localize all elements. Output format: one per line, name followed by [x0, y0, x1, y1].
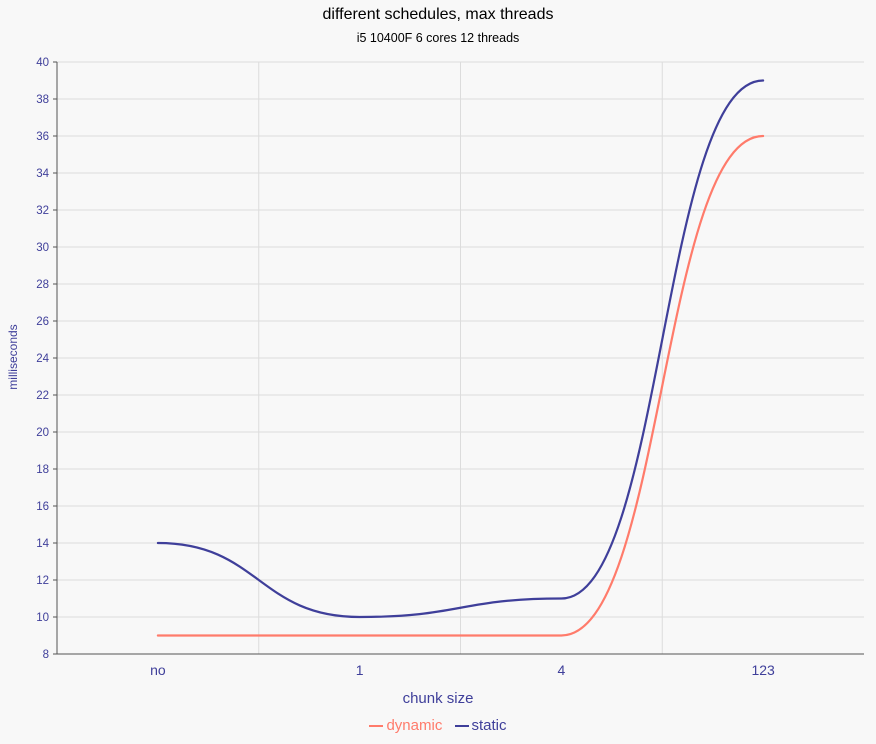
y-tick-label: 36	[36, 131, 49, 143]
y-tick-label: 14	[36, 538, 49, 550]
x-tick-label: 4	[557, 662, 565, 678]
legend-label-dynamic: dynamic	[386, 717, 443, 734]
y-tick-label: 12	[36, 575, 49, 587]
series-line-dynamic	[156, 134, 765, 637]
x-axis-label: chunk size	[402, 690, 474, 707]
y-tick-label: 18	[36, 464, 49, 476]
x-tick-label: 123	[751, 662, 775, 678]
legend-swatch-dynamic	[369, 725, 384, 728]
y-tick-label: 30	[36, 242, 49, 254]
y-tick-label: 24	[36, 353, 49, 365]
series-lines	[156, 79, 765, 637]
y-tick-label: 34	[36, 168, 49, 180]
series-line-static	[156, 79, 765, 619]
y-tick-label: 38	[36, 94, 49, 106]
y-tick-label: 28	[36, 279, 49, 291]
y-tick-label: 40	[36, 57, 49, 69]
y-tick-label: 22	[36, 390, 49, 402]
y-tick-label: 32	[36, 205, 49, 217]
y-tick-label: 20	[36, 427, 49, 439]
axes	[53, 61, 864, 655]
grid-lines	[57, 61, 864, 654]
legend: dynamic static	[0, 717, 876, 734]
y-tick-label: 16	[36, 501, 49, 513]
legend-swatch-static	[454, 725, 469, 728]
y-tick-label: 26	[36, 316, 49, 328]
chart-subtitle: i5 10400F 6 cores 12 threads	[356, 31, 520, 45]
legend-label-static: static	[471, 717, 507, 734]
y-tick-label: 8	[43, 649, 49, 661]
x-tick-label: no	[150, 662, 166, 678]
y-tick-label: 10	[36, 612, 49, 624]
x-tick-label: 1	[356, 662, 364, 678]
chart-title: different schedules, max threads	[322, 6, 554, 23]
legend-item-static[interactable]: static	[454, 717, 507, 734]
legend-item-dynamic[interactable]: dynamic	[369, 717, 442, 734]
